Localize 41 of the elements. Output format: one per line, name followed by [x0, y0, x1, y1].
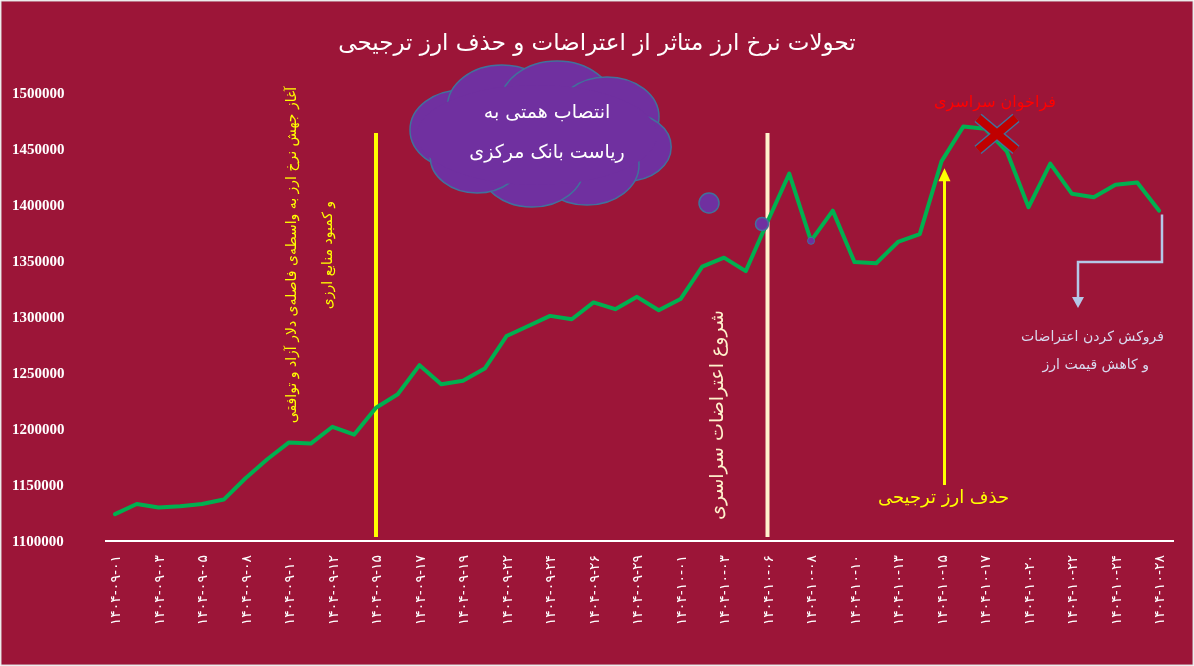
y-tick-label: 1150000 — [12, 477, 64, 494]
x-tick-label: ۱۴۰۴-۱۰-۲۰ — [1020, 555, 1037, 626]
text: آغاز جهش نرخ ارز به واسطه‌ی فاصله‌ی دلار آزاد و توافقی و کمبود منابع ارزی — [283, 86, 335, 424]
y-tick-label: 1100000 — [12, 533, 64, 550]
ref-line-label: شروع اعتراضات سراسری — [704, 310, 728, 520]
y-tick-label: 1500000 — [12, 85, 65, 102]
chart-title: تحولات نرخ ارز متاثر از اعتراضات و حذف ارز ترجیحی — [338, 29, 856, 56]
x-tick-label: ۱۴۰۴-۰۹-۲۶ — [585, 555, 602, 626]
x-tick-label: ۱۴۰۴-۱۰-۲۸ — [1151, 554, 1168, 626]
x-tick-label: ۱۴۰۴-۱۰-۱۳ — [890, 554, 907, 626]
x-tick-label: ۱۴۰۴-۰۹-۱۷ — [411, 554, 428, 626]
x-tick-label: ۱۴۰۴-۰۹-۰۳ — [150, 554, 167, 626]
x-tick-label: ۱۴۰۴-۰۹-۱۲ — [324, 555, 341, 626]
y-tick-label: 1450000 — [12, 141, 65, 158]
x-tick-label: ۱۴۰۴-۰۹-۱۹ — [455, 555, 472, 626]
x-tick-label: ۱۴۰۴-۱۰-۲۲ — [1064, 555, 1081, 626]
x-tick-label: ۱۴۰۴-۱۰-۰۸ — [803, 554, 820, 626]
y-tick-label: 1250000 — [12, 365, 65, 382]
y-tick-label: 1350000 — [12, 253, 65, 270]
x-tick-label: ۱۴۰۴-۱۰-۰۱ — [672, 555, 689, 626]
x-tick-label: ۱۴۰۴-۰۹-۲۹ — [629, 555, 646, 626]
x-tick-label: ۱۴۰۴-۰۹-۱۰ — [281, 555, 298, 626]
y-tick-label: 1400000 — [12, 197, 65, 214]
annotation: انتصاب همتی به ریاست بانک مرکزی — [469, 100, 625, 163]
x-tick-label: ۱۴۰۴-۱۰-۰۳ — [716, 554, 733, 626]
annotation: فروکش کردن اعتراضات و کاهش قیمت ارز — [1021, 328, 1164, 373]
y-tick-label: 1200000 — [12, 421, 65, 438]
x-tick-label: ۱۴۰۴-۱۰-۱۷ — [977, 554, 994, 626]
x-tick-label: ۱۴۰۴-۱۰-۰۶ — [759, 555, 776, 626]
y-tick-label: 1300000 — [12, 309, 65, 326]
annotation: فراخوان سراسری — [934, 92, 1056, 112]
x-tick-label: ۱۴۰۴-۰۹-۱۵ — [368, 555, 385, 626]
x-tick-label: ۱۴۰۴-۱۰-۲۴ — [1107, 555, 1124, 626]
x-tick-label: ۱۴۰۴-۰۹-۲۲ — [498, 555, 515, 626]
x-tick-label: ۱۴۰۴-۱۰-۱۰ — [846, 555, 863, 626]
x-tick-label: ۱۴۰۴-۰۹-۰۸ — [237, 554, 254, 626]
annotation: حذف ارز ترجیحی — [877, 486, 1010, 508]
x-tick-label: ۱۴۰۴-۰۹-۲۴ — [542, 555, 559, 626]
x-tick-label: ۱۴۰۴-۰۹-۰۵ — [194, 555, 211, 626]
x-tick-label: ۱۴۰۴-۱۰-۱۵ — [933, 555, 950, 626]
x-tick-label: ۱۴۰۴-۰۹-۰۱ — [107, 555, 124, 626]
